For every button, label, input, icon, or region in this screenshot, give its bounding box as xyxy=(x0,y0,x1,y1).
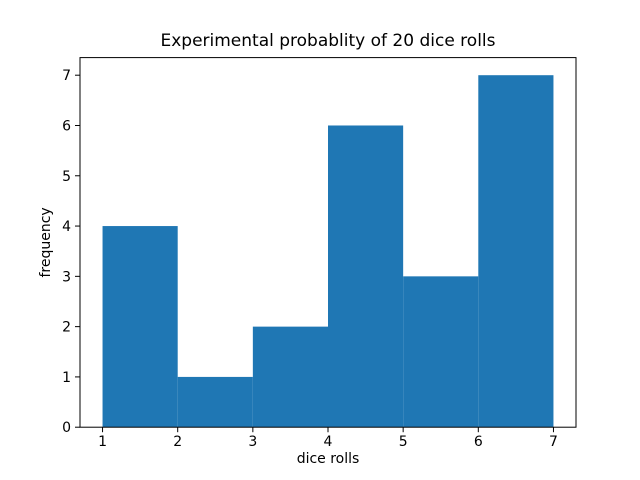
x-tick-label: 6 xyxy=(474,434,483,450)
y-axis-label: frequency xyxy=(38,207,54,277)
histogram-bar xyxy=(102,226,178,428)
histogram-bar xyxy=(328,125,404,428)
y-tick-label: 2 xyxy=(62,320,71,336)
x-tick-label: 7 xyxy=(549,434,558,450)
x-tick-label: 5 xyxy=(399,434,408,450)
histogram-bar xyxy=(252,326,328,428)
bars-group xyxy=(102,75,554,428)
y-tick-label: 6 xyxy=(62,118,71,134)
y-tick-label: 7 xyxy=(62,68,71,84)
histogram-bar xyxy=(478,75,554,428)
x-tick-label: 1 xyxy=(98,434,107,450)
y-tick-label: 1 xyxy=(62,370,71,386)
x-tick-label: 3 xyxy=(248,434,257,450)
histogram-bar xyxy=(177,376,253,428)
x-axis-label: dice rolls xyxy=(297,451,360,467)
axes-spines xyxy=(79,57,577,428)
y-tick-label: 3 xyxy=(62,269,71,285)
x-tick-label: 4 xyxy=(324,434,333,450)
y-tick-label: 0 xyxy=(62,420,71,436)
y-tick-label: 4 xyxy=(62,219,71,235)
chart-title: Experimental probablity of 20 dice rolls xyxy=(160,31,495,51)
y-tick-label: 5 xyxy=(62,169,71,185)
ticks-group: 1 2 3 4 5 6 7 0 1 2 3 4 5 6 7 xyxy=(62,68,558,450)
axes-frame xyxy=(79,57,577,428)
x-tick-label: 2 xyxy=(173,434,182,450)
histogram-bar xyxy=(403,276,479,428)
